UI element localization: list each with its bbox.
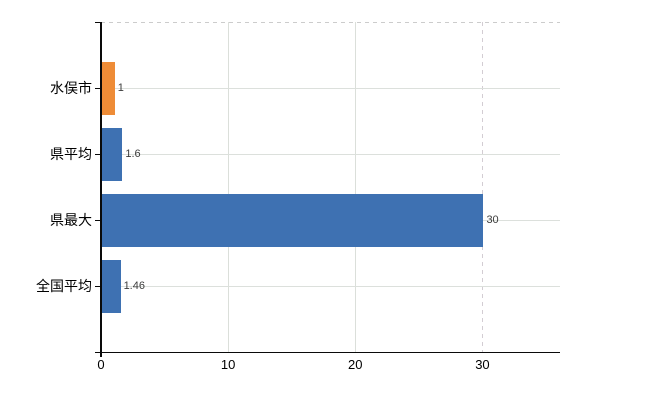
bar-value-label: 1.46: [123, 279, 145, 292]
bar-value-label: 30: [486, 213, 499, 226]
category-gridline: [101, 87, 560, 89]
x-axis-line: [95, 351, 560, 353]
category-label-3: 県最大: [50, 212, 92, 228]
y-axis-tick: [95, 153, 101, 155]
plot-area: [101, 22, 560, 352]
y-axis-top-tick: [95, 22, 101, 23]
x-gridline-10: [227, 22, 229, 352]
x-tick-label: 30: [475, 357, 490, 372]
bar-全国平均: [102, 259, 121, 313]
x-tick-label: 20: [348, 357, 363, 372]
bar-value-label: 1.6: [125, 147, 141, 160]
bar-県最大: [102, 193, 484, 247]
y-axis-tick: [95, 87, 101, 89]
x-tick-label: 10: [220, 357, 236, 372]
y-axis-line: [100, 22, 102, 357]
category-label-2: 県平均: [50, 146, 92, 162]
category-gridline: [101, 285, 560, 287]
category-label-4: 全国平均: [36, 278, 92, 294]
x-gridline-30: [481, 22, 483, 352]
category-label-1: 水俣市: [50, 80, 92, 96]
y-axis-tick: [95, 285, 101, 287]
bar-県平均: [102, 127, 123, 181]
bar-水俣市: [102, 61, 115, 115]
category-gridline: [101, 153, 560, 155]
x-gridline-20: [354, 22, 356, 352]
y-axis-tick: [95, 219, 101, 221]
x-tick-label: 0: [97, 357, 105, 372]
bar-value-label: 1: [117, 81, 124, 94]
plot-top-dashed-border: [101, 22, 560, 23]
